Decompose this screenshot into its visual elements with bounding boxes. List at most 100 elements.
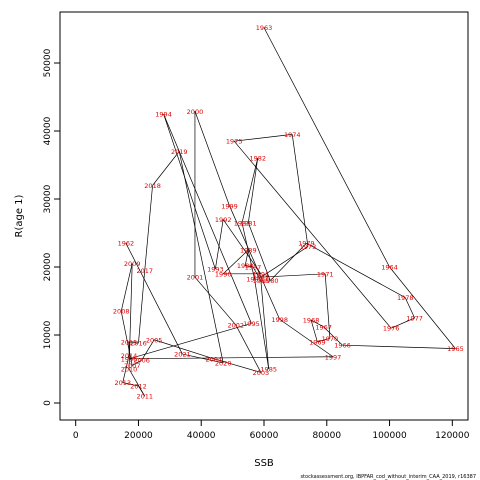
year-label-1985: 1985 xyxy=(260,366,277,374)
series-segment xyxy=(310,319,324,328)
year-label-1988: 1988 xyxy=(237,262,254,270)
series-segment xyxy=(141,339,155,361)
series-segment xyxy=(254,279,270,370)
year-label-2003: 2003 xyxy=(253,369,270,377)
year-label-1972: 1972 xyxy=(253,274,270,282)
year-label-1987: 1987 xyxy=(245,264,262,272)
year-label-1981: 1981 xyxy=(240,219,257,227)
year-label-1973: 1973 xyxy=(300,243,317,251)
year-label-1965: 1965 xyxy=(447,345,464,353)
y-axis-title: R(age 1) xyxy=(14,194,25,237)
year-label-2009: 2009 xyxy=(124,260,141,268)
year-label-1983: 1983 xyxy=(234,219,251,227)
x-axis-title: SSB xyxy=(254,458,274,469)
year-label-2001: 2001 xyxy=(187,274,204,282)
year-label-2014: 2014 xyxy=(121,352,138,360)
series-segment xyxy=(260,280,270,370)
year-label-2006: 2006 xyxy=(133,357,150,365)
year-label-1989: 1989 xyxy=(240,247,257,255)
series-segment xyxy=(241,158,259,223)
series-segment xyxy=(132,359,142,366)
year-label-2008: 2008 xyxy=(113,308,130,316)
year-label-1964: 1964 xyxy=(381,264,398,272)
series-segment xyxy=(390,317,415,329)
series-segment xyxy=(389,266,456,349)
year-label-2005: 2005 xyxy=(146,336,163,344)
y-tick-label: 0 xyxy=(43,400,53,406)
year-label-1990: 1990 xyxy=(215,270,232,278)
x-tick-label: 100000 xyxy=(372,431,407,441)
x-tick-label: 120000 xyxy=(435,431,470,441)
year-label-2016: 2016 xyxy=(130,340,147,348)
series-segment xyxy=(122,382,139,387)
series-segment xyxy=(263,27,390,268)
year-label-1996: 1996 xyxy=(121,355,138,363)
year-label-2018: 2018 xyxy=(144,182,161,190)
series-segment xyxy=(122,355,130,383)
series-segment xyxy=(317,338,330,343)
year-label-2020: 2020 xyxy=(215,359,232,367)
year-label-2010: 2010 xyxy=(121,366,138,374)
series-segment xyxy=(129,356,334,360)
year-label-1982: 1982 xyxy=(249,155,266,163)
year-label-2013: 2013 xyxy=(114,379,131,387)
year-label-1979: 1979 xyxy=(298,240,315,248)
x-tick-label: 80000 xyxy=(312,431,341,441)
series-segment xyxy=(323,326,343,346)
year-label-1977: 1977 xyxy=(406,315,423,323)
series-path xyxy=(120,27,456,397)
series-segment xyxy=(213,358,261,373)
year-label-1976: 1976 xyxy=(383,325,400,333)
year-label-2019: 2019 xyxy=(171,148,188,156)
series-segment xyxy=(324,273,331,339)
year-label-1994: 1994 xyxy=(155,111,172,119)
series-segment xyxy=(138,385,146,397)
series-segment xyxy=(215,219,224,270)
series-segment xyxy=(128,341,139,344)
year-label-1962: 1962 xyxy=(118,240,135,248)
series-segment xyxy=(342,344,456,349)
year-label-2000: 2000 xyxy=(187,108,204,116)
year-label-2002: 2002 xyxy=(227,321,244,329)
series-segment xyxy=(194,276,237,326)
series-segment xyxy=(247,158,259,223)
y-axis: 0 10000 20000 30000 40000 50000 xyxy=(43,48,61,406)
series-segment xyxy=(245,265,254,268)
year-labels: 1963196419651966196719681969197019711972… xyxy=(113,24,464,401)
series-segment xyxy=(310,319,318,342)
series-segment xyxy=(222,249,249,275)
series-segment xyxy=(235,324,262,373)
series-segment xyxy=(138,270,146,344)
series-segment xyxy=(163,113,216,270)
y-tick-label: 40000 xyxy=(43,116,53,145)
year-label-1997: 1997 xyxy=(325,353,342,361)
series-segment xyxy=(194,111,230,206)
series-segment xyxy=(222,219,262,274)
year-label-2012: 2012 xyxy=(130,383,147,391)
y-tick-label: 10000 xyxy=(43,320,53,349)
year-label-1978: 1978 xyxy=(397,294,414,302)
series-segment xyxy=(270,242,307,281)
series-segment xyxy=(234,134,293,142)
year-label-1967: 1967 xyxy=(315,323,332,331)
y-tick-label: 20000 xyxy=(43,252,53,281)
series-segment xyxy=(229,205,281,320)
series-segment xyxy=(279,319,334,358)
year-label-2017: 2017 xyxy=(136,267,153,275)
year-label-1998: 1998 xyxy=(271,316,288,324)
series-segment xyxy=(244,249,249,266)
x-tick-label: 60000 xyxy=(250,431,279,441)
year-label-2015: 2015 xyxy=(121,338,138,346)
year-label-1999: 1999 xyxy=(221,202,238,210)
year-label-1968: 1968 xyxy=(303,317,320,325)
y-tick-label: 50000 xyxy=(43,48,53,77)
series-segment xyxy=(152,151,180,186)
y-tick-label: 30000 xyxy=(43,184,53,213)
year-label-1966: 1966 xyxy=(334,342,351,350)
series-segment xyxy=(144,185,153,271)
year-label-2007: 2007 xyxy=(124,362,141,370)
year-label-2004: 2004 xyxy=(206,355,223,363)
year-label-2011: 2011 xyxy=(136,393,153,401)
year-label-1984: 1984 xyxy=(246,276,263,284)
